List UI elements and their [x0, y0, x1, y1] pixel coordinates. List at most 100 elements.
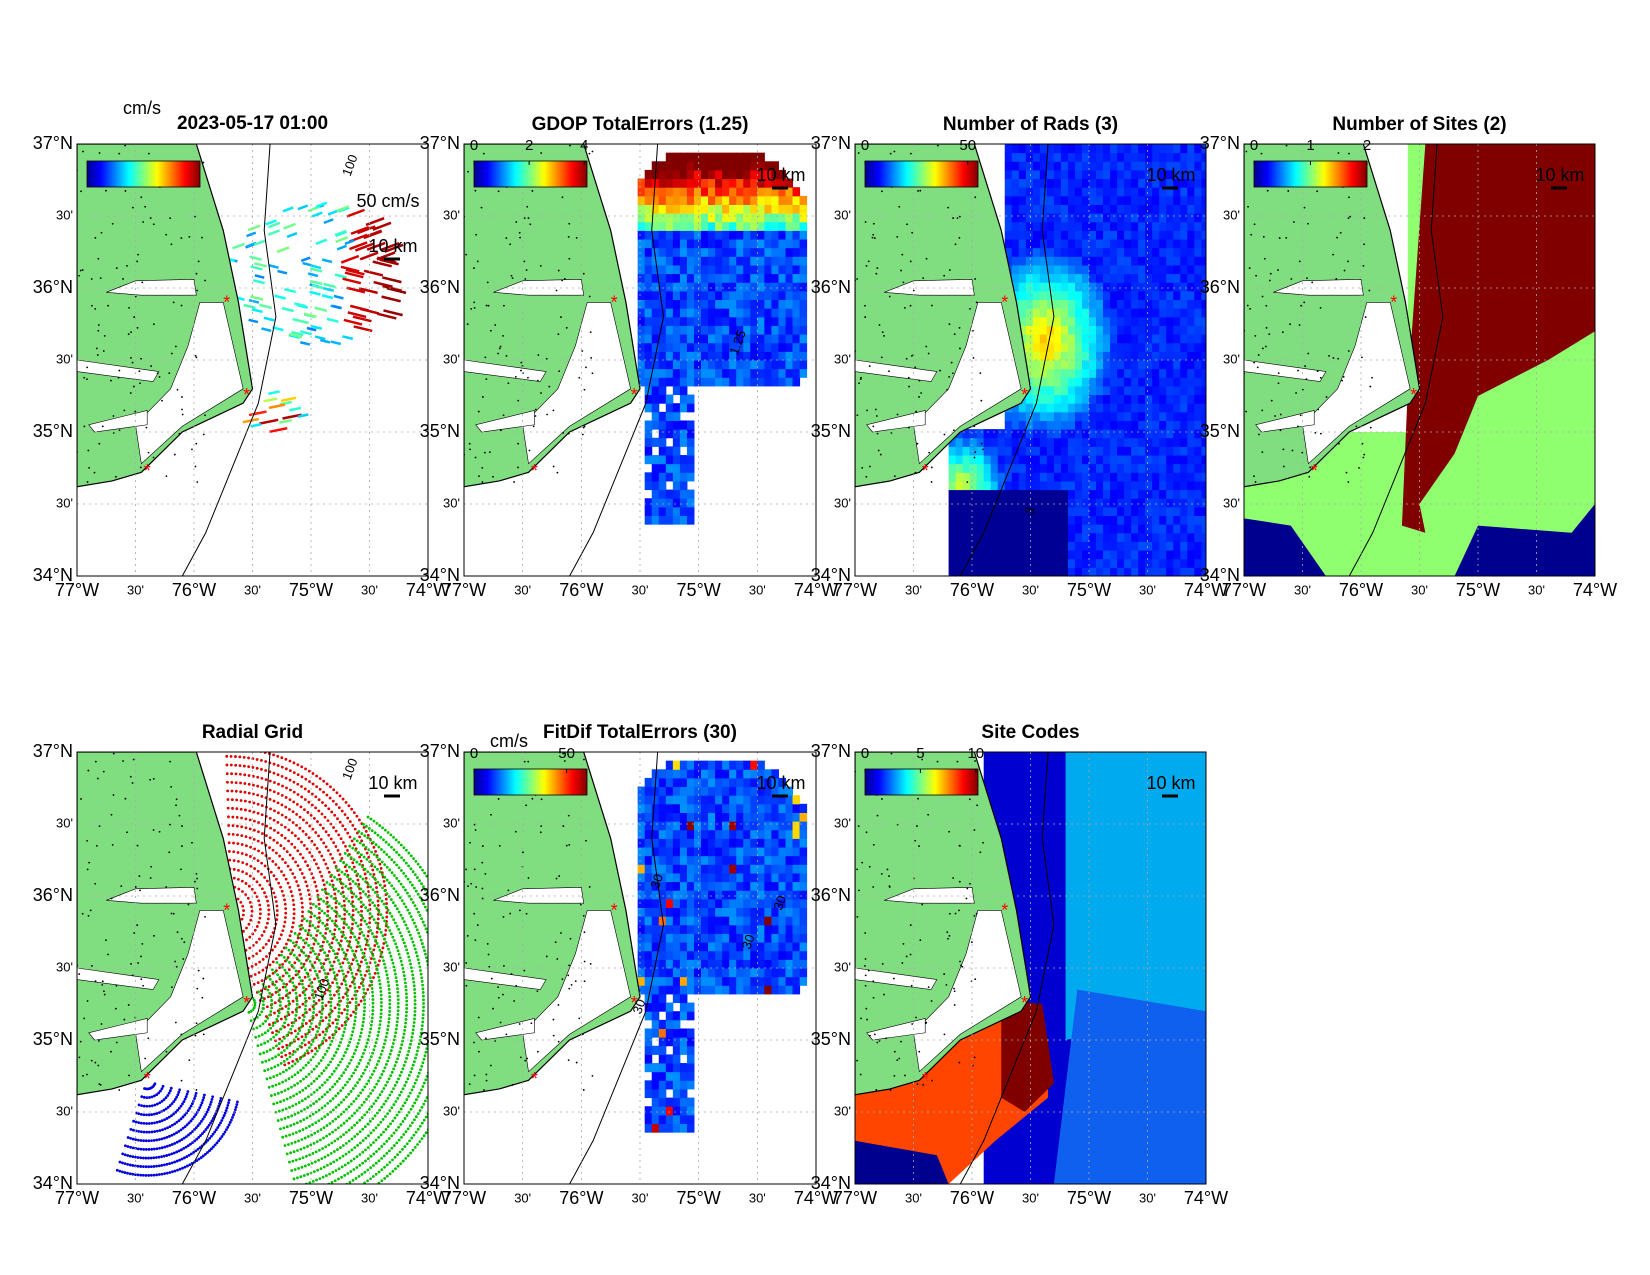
- shore-dot: [861, 466, 864, 469]
- data-cell: [1173, 455, 1181, 465]
- data-cell: [771, 187, 779, 197]
- data-cell: [1025, 204, 1034, 214]
- data-cell: [792, 299, 801, 309]
- data-cell: [1039, 169, 1048, 180]
- data-cell: [1117, 550, 1125, 560]
- grid-dot: [308, 897, 312, 901]
- data-cell: [1173, 316, 1181, 326]
- data-cell: [1067, 368, 1076, 378]
- shore-dot: [481, 481, 484, 483]
- grid-dot: [340, 886, 344, 890]
- data-cell: [1025, 316, 1034, 326]
- data-cell: [1096, 558, 1104, 568]
- data-cell: [1138, 264, 1146, 275]
- data-cell: [1018, 187, 1027, 197]
- data-cell: [997, 550, 1006, 560]
- data-cell: [1173, 437, 1181, 447]
- grid-dot: [307, 1061, 310, 1065]
- data-cell: [1103, 394, 1111, 404]
- data-cell: [1046, 420, 1055, 430]
- data-cell: [1096, 187, 1104, 197]
- vector-arrow: [249, 295, 264, 301]
- grid-dot: [360, 930, 364, 934]
- data-cell: [1201, 161, 1206, 171]
- shore-dot: [1285, 144, 1288, 147]
- data-cell: [1110, 420, 1118, 430]
- data-cell: [1032, 144, 1041, 154]
- grid-dot: [323, 992, 327, 995]
- grid-dot: [253, 928, 257, 932]
- data-cell: [1018, 264, 1027, 275]
- data-cell: [990, 506, 999, 517]
- data-cell: [651, 342, 660, 352]
- data-cell: [1131, 256, 1139, 266]
- grid-dot: [225, 772, 229, 776]
- data-cell: [1145, 204, 1153, 214]
- shore-dot: [552, 409, 555, 412]
- grid-dot: [272, 790, 276, 794]
- data-cell: [1032, 273, 1041, 283]
- shore-dot: [877, 449, 880, 452]
- data-cell: [1053, 213, 1062, 223]
- data-cell: [1201, 290, 1206, 301]
- data-cell: [764, 230, 772, 240]
- data-cell: [665, 489, 674, 499]
- grid-dot: [326, 927, 330, 930]
- grid-dot: [295, 956, 299, 960]
- grid-dot: [240, 852, 244, 855]
- grid-dot: [302, 1118, 306, 1121]
- grid-dot: [319, 1019, 323, 1023]
- data-cell: [1180, 394, 1188, 404]
- grid-dot: [227, 815, 230, 819]
- grid-dot: [370, 932, 374, 935]
- data-cell: [1096, 169, 1104, 180]
- data-cell: [665, 204, 674, 214]
- data-cell: [1053, 385, 1062, 396]
- shore-dot: [888, 295, 891, 298]
- grid-dot: [308, 1124, 311, 1128]
- shore-dot: [181, 396, 183, 398]
- data-cell: [1053, 472, 1062, 482]
- shore-dot: [178, 432, 181, 435]
- shore-dot: [1343, 269, 1346, 272]
- data-cell: [1103, 316, 1111, 326]
- grid-dot: [276, 773, 280, 777]
- data-cell: [708, 342, 716, 352]
- data-cell: [686, 394, 695, 404]
- grid-dot: [302, 1066, 305, 1070]
- data-cell: [644, 325, 653, 335]
- data-cell: [672, 325, 681, 335]
- data-cell: [1011, 273, 1020, 283]
- grid-dot: [350, 839, 354, 843]
- grid-dot: [244, 826, 248, 830]
- grid-dot: [325, 975, 329, 979]
- data-cell: [1110, 316, 1118, 326]
- grid-dot: [295, 1010, 299, 1014]
- shore-dot: [526, 205, 529, 208]
- shore-dot: [1325, 396, 1328, 398]
- data-cell: [1046, 282, 1055, 292]
- data-cell: [1201, 480, 1206, 491]
- shore-dot: [80, 190, 82, 193]
- data-cell: [1046, 455, 1055, 465]
- data-cell: [1096, 411, 1104, 421]
- vector-arrow: [323, 287, 335, 293]
- colorbar: [864, 160, 979, 188]
- data-cell: [1060, 360, 1069, 370]
- data-cell: [736, 273, 744, 283]
- grid-dot: [246, 896, 250, 900]
- grid-dot: [377, 975, 381, 979]
- data-cell: [1145, 308, 1153, 318]
- data-cell: [1187, 342, 1195, 352]
- data-cell: [1201, 446, 1206, 456]
- grid-dot: [358, 891, 362, 895]
- data-cell: [1032, 420, 1041, 430]
- shore-dot: [875, 415, 878, 417]
- shore-dot: [1363, 243, 1365, 246]
- data-cell: [672, 351, 681, 361]
- data-cell: [722, 161, 730, 171]
- grid-dot: [387, 1020, 391, 1024]
- grid-dot: [300, 1035, 304, 1039]
- grid-dot: [344, 1095, 348, 1099]
- data-cell: [1074, 411, 1083, 421]
